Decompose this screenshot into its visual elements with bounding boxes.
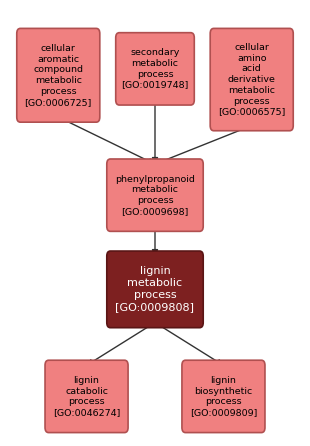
FancyBboxPatch shape <box>210 29 293 131</box>
Text: lignin
catabolic
process
[GO:0046274]: lignin catabolic process [GO:0046274] <box>53 376 120 417</box>
Text: phenylpropanoid
metabolic
process
[GO:0009698]: phenylpropanoid metabolic process [GO:00… <box>115 174 195 216</box>
FancyBboxPatch shape <box>17 29 100 122</box>
Text: secondary
metabolic
process
[GO:0019748]: secondary metabolic process [GO:0019748] <box>121 48 189 90</box>
Text: lignin
biosynthetic
process
[GO:0009809]: lignin biosynthetic process [GO:0009809] <box>190 376 257 417</box>
FancyBboxPatch shape <box>116 33 194 105</box>
FancyBboxPatch shape <box>107 159 203 231</box>
FancyBboxPatch shape <box>182 360 265 433</box>
FancyBboxPatch shape <box>107 251 203 328</box>
Text: lignin
metabolic
process
[GO:0009808]: lignin metabolic process [GO:0009808] <box>116 266 194 312</box>
Text: cellular
amino
acid
derivative
metabolic
process
[GO:0006575]: cellular amino acid derivative metabolic… <box>218 43 286 116</box>
Text: cellular
aromatic
compound
metabolic
process
[GO:0006725]: cellular aromatic compound metabolic pro… <box>24 44 92 107</box>
FancyBboxPatch shape <box>45 360 128 433</box>
